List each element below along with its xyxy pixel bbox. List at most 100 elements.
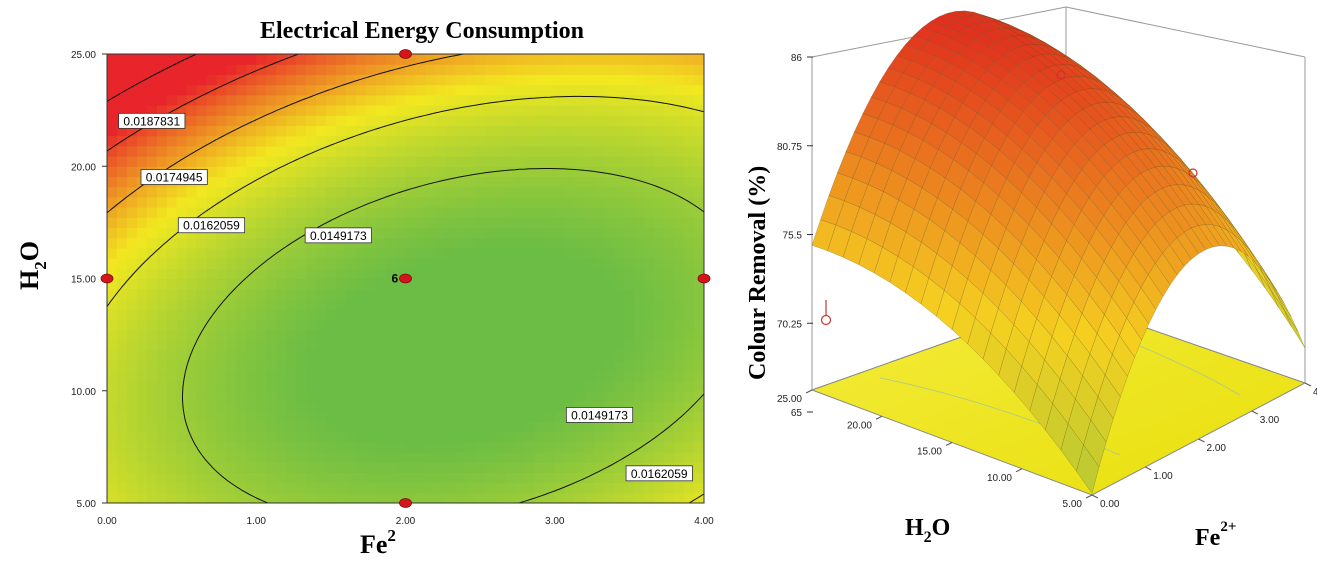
heatmap-cell	[514, 145, 526, 157]
heatmap-cell	[315, 482, 327, 494]
heatmap-cell	[514, 472, 526, 484]
heatmap-cell	[425, 349, 436, 361]
contour-label-text: 0.0187831	[123, 114, 180, 128]
heatmap-cell	[286, 64, 297, 75]
heatmap-cell	[684, 268, 695, 280]
heatmap-cell	[465, 247, 476, 259]
heatmap-cell	[654, 94, 665, 106]
heatmap-cell	[524, 462, 536, 473]
heatmap-cell	[425, 298, 436, 310]
heatmap-cell	[196, 186, 208, 198]
heatmap-cell	[375, 411, 387, 422]
heatmap-cell	[614, 421, 625, 433]
heatmap-cell	[594, 492, 606, 503]
heatmap-cell	[534, 115, 546, 127]
heatmap-cell	[654, 135, 665, 147]
heatmap-cell	[584, 176, 596, 188]
x-axis-label-main: Fe	[360, 530, 387, 559]
heatmap-cell	[156, 268, 168, 280]
heatmap-cell	[505, 207, 516, 218]
heatmap-cell	[176, 258, 188, 269]
heatmap-cell	[684, 145, 695, 157]
heatmap-cell	[475, 64, 486, 75]
heatmap-cell	[266, 370, 277, 382]
heatmap-cell	[246, 462, 257, 473]
heatmap-cell	[276, 451, 287, 463]
heatmap-cell	[266, 411, 277, 422]
heatmap-cell	[524, 268, 536, 280]
heatmap-cell	[435, 268, 446, 280]
heatmap-cell	[325, 258, 337, 269]
heatmap-cell	[306, 451, 317, 463]
heatmap-cell	[534, 135, 546, 147]
heatmap-cell	[246, 370, 257, 382]
heatmap-cell	[594, 421, 606, 433]
heatmap-cell	[495, 227, 506, 239]
heatmap-cell	[604, 268, 616, 280]
contour-label-box	[140, 169, 208, 185]
heatmap-cell	[614, 462, 625, 473]
heatmap-cell	[664, 309, 675, 320]
heatmap-cell	[375, 84, 387, 96]
heatmap-cell	[156, 258, 168, 269]
heatmap-cell	[694, 94, 704, 106]
heatmap-cell	[166, 227, 178, 239]
heatmap-cell	[176, 105, 188, 116]
heatmap-cell	[256, 441, 267, 453]
heatmap-cell	[445, 421, 456, 433]
heatmap-cell	[156, 278, 168, 290]
heatmap-cell	[664, 54, 675, 65]
heatmap-cell	[534, 145, 546, 157]
heatmap-cell	[554, 400, 566, 412]
heatmap-cell	[246, 421, 257, 433]
heatmap-cell	[644, 125, 655, 137]
heatmap-cell	[405, 166, 417, 178]
heatmap-cell	[246, 196, 257, 208]
heatmap-cell	[405, 105, 417, 116]
heatmap-cell	[524, 135, 536, 147]
heatmap-cell	[564, 349, 576, 361]
heatmap-cell	[186, 431, 198, 443]
heatmap-cell	[425, 227, 436, 239]
heatmap-cell	[156, 431, 168, 443]
heatmap-cell	[375, 380, 387, 392]
heatmap-cell	[445, 288, 456, 300]
heatmap-cell	[126, 451, 138, 463]
heatmap-cell	[544, 176, 556, 188]
heatmap-cell	[375, 319, 387, 331]
heatmap-cell	[385, 360, 397, 371]
heatmap-cell	[266, 186, 277, 198]
heatmap-cell	[116, 370, 128, 382]
heatmap-cell	[415, 186, 426, 198]
heatmap-cell	[544, 135, 556, 147]
heatmap-cell	[266, 462, 277, 473]
heatmap-cell	[425, 329, 436, 341]
heatmap-cell	[435, 54, 446, 65]
heatmap-cell	[524, 64, 536, 75]
heatmap-cell	[146, 94, 158, 106]
heatmap-cell	[544, 451, 556, 463]
heatmap-cell	[624, 156, 635, 167]
heatmap-cell	[554, 288, 566, 300]
heatmap-cell	[465, 156, 476, 167]
heatmap-cell	[505, 278, 516, 290]
heatmap-cell	[624, 166, 635, 178]
heatmap-cell	[574, 135, 586, 147]
heatmap-cell	[335, 329, 347, 341]
heatmap-cell	[614, 339, 625, 351]
heatmap-cell	[574, 431, 586, 443]
heatmap-cell	[544, 370, 556, 382]
heatmap-cell	[246, 349, 257, 361]
heatmap-cell	[325, 105, 337, 116]
heatmap-cell	[634, 421, 645, 433]
heatmap-cell	[116, 431, 128, 443]
heatmap-cell	[206, 492, 218, 503]
heatmap-cell	[375, 186, 387, 198]
heatmap-cell	[236, 278, 247, 290]
heatmap-cell	[216, 360, 227, 371]
heatmap-cell	[425, 431, 436, 443]
heatmap-cell	[694, 492, 704, 503]
heatmap-cell	[425, 105, 436, 116]
heatmap-cell	[186, 390, 198, 402]
